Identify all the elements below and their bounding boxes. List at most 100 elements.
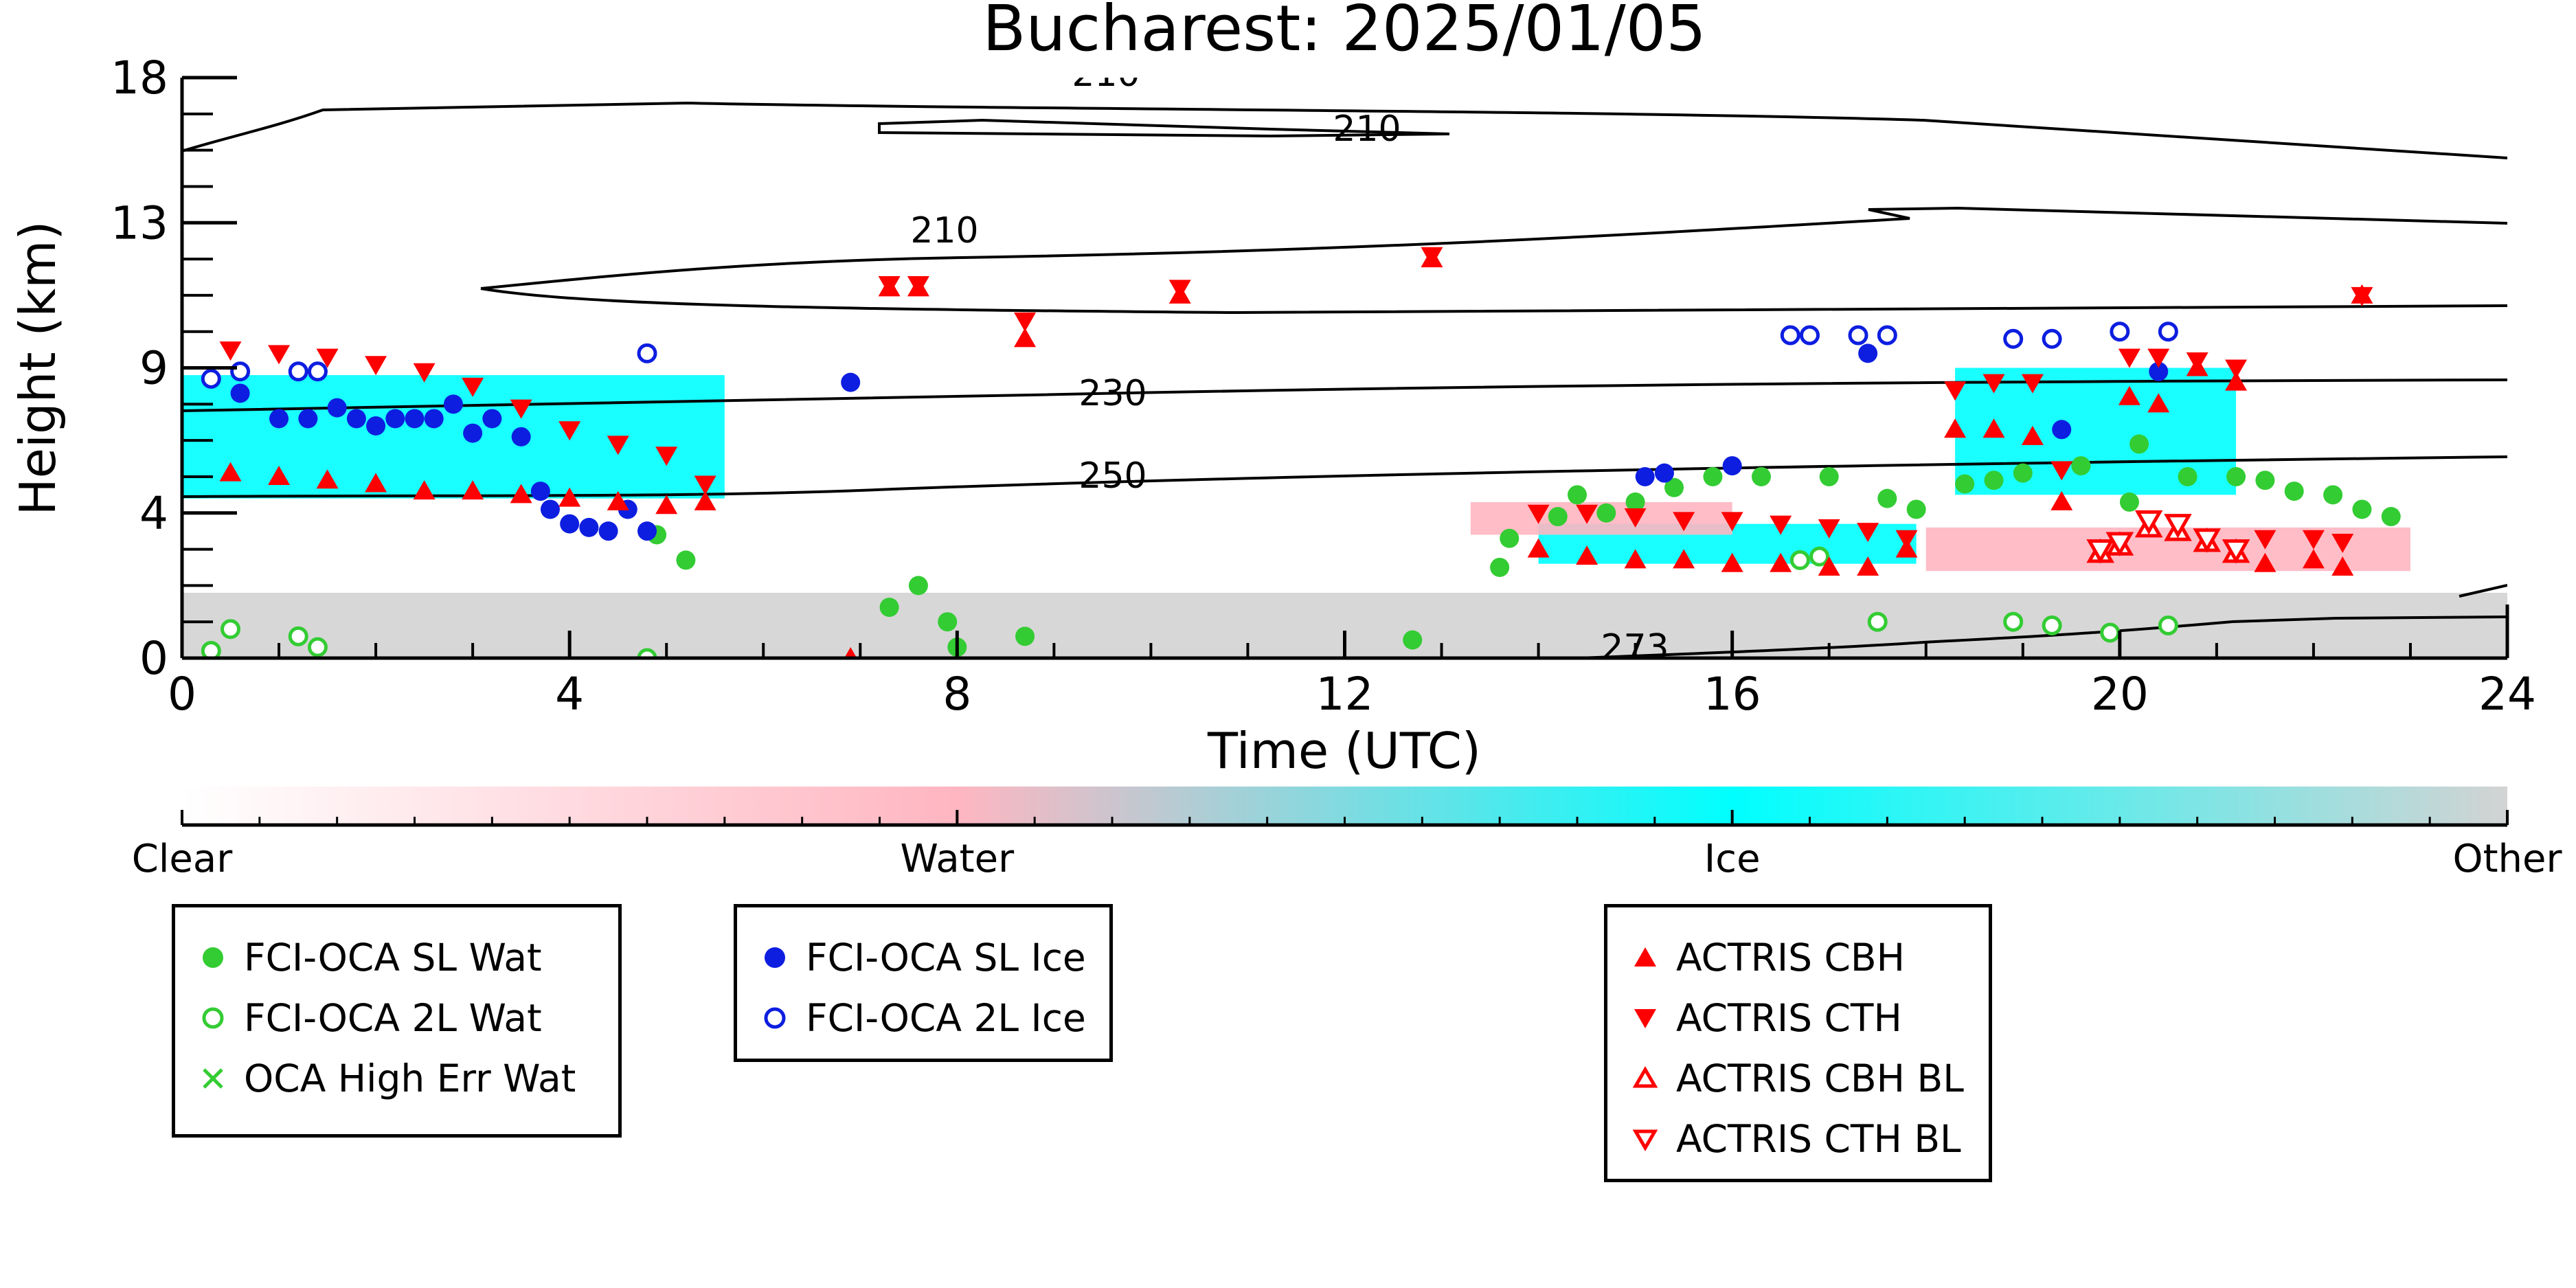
point-fci-oca-2l-wat: [221, 619, 241, 640]
point-actris-cbh: [2147, 393, 2170, 413]
legend-label: FCI-OCA 2L Wat: [244, 996, 542, 1040]
point-actris-cth: [510, 399, 532, 419]
y-tick-label: 18: [111, 52, 168, 104]
point-actris-cth: [878, 276, 901, 296]
contour-line: [182, 455, 2507, 498]
point-actris-cbh: [365, 473, 387, 493]
point-fci-oca-2l-wat: [637, 648, 657, 658]
point-fci-oca-sl-ice: [463, 423, 483, 443]
point-actris-cbh: [2225, 371, 2248, 391]
point-actris-cbh: [1624, 549, 1647, 569]
point-fci-oca-sl-wat: [676, 550, 696, 570]
point-actris-cth: [1421, 247, 1443, 267]
point-fci-oca-2l-ice: [230, 361, 251, 382]
point-fci-oca-sl-ice: [1858, 343, 1878, 363]
point-fci-oca-sl-ice: [1635, 466, 1655, 486]
point-actris-cth: [2021, 374, 2044, 394]
point-actris-cbh: [1576, 545, 1598, 565]
point-actris-cth: [1168, 280, 1191, 300]
point-fci-oca-sl-ice: [579, 517, 599, 537]
point-fci-oca-sl-ice: [841, 372, 861, 392]
point-actris-cth: [2331, 534, 2354, 553]
point-fci-oca-sl-wat: [879, 598, 899, 618]
x-tick-label: 12: [1316, 668, 1374, 721]
point-fci-oca-sl-wat: [1955, 474, 1975, 494]
legend-label: ACTRIS CBH BL: [1676, 1057, 1964, 1100]
legend-label: ACTRIS CTH BL: [1676, 1117, 1961, 1161]
filled-circle-icon: [203, 947, 223, 968]
point-actris-cbh: [607, 490, 629, 510]
y-axis-label: Height (km): [9, 221, 67, 516]
contour-label: 230: [1078, 373, 1146, 414]
point-actris-cbh: [1944, 418, 1967, 438]
point-actris-cbh: [462, 480, 484, 500]
data-points: [201, 247, 2401, 658]
point-fci-oca-sl-ice: [598, 521, 618, 541]
point-fci-oca-2l-ice: [2042, 328, 2062, 349]
point-fci-oca-sl-ice: [1722, 456, 1742, 476]
point-fci-oca-2l-ice: [1780, 325, 1800, 346]
point-actris-cbh: [694, 490, 716, 510]
point-actris-cth: [1818, 519, 1840, 539]
point-fci-oca-sl-wat: [2119, 492, 2139, 512]
point-fci-oca-sl-wat: [1819, 466, 1839, 486]
x-tick-label: 24: [2478, 668, 2536, 721]
point-actris-cbh: [510, 484, 532, 504]
point-fci-oca-sl-ice: [1654, 463, 1674, 483]
point-fci-oca-sl-ice: [269, 409, 289, 429]
point-fci-oca-sl-wat: [1751, 466, 1771, 486]
point-actris-cth: [2118, 348, 2140, 368]
point-fci-oca-sl-wat: [2255, 471, 2275, 490]
point-fci-oca-sl-ice: [482, 409, 502, 429]
point-actris-cbh: [1818, 556, 1840, 576]
colorbar-label: Ice: [1704, 837, 1761, 881]
point-fci-oca-sl-wat: [1984, 471, 2004, 490]
point-actris-cth: [907, 276, 929, 296]
point-fci-oca-sl-wat: [2352, 499, 2372, 519]
point-actris-cth-bl: [2193, 528, 2222, 553]
x-tick-label: 8: [942, 668, 971, 721]
point-actris-cbh: [316, 469, 339, 489]
point-fci-oca-2l-ice: [307, 361, 328, 382]
point-actris-cth-bl: [2105, 532, 2134, 557]
filled-circle-icon: [765, 947, 785, 968]
contour-line: [878, 118, 1450, 138]
x-mark-icon: [203, 1068, 223, 1089]
point-fci-oca-2l-ice: [1848, 325, 1868, 346]
point-actris-cbh: [219, 462, 242, 482]
colorbar-label: Water: [901, 837, 1015, 881]
point-fci-oca-2l-wat: [201, 640, 221, 658]
point-fci-oca-2l-wat: [2158, 615, 2178, 635]
point-fci-oca-2l-ice: [2003, 328, 2024, 349]
point-actris-cbh: [1721, 552, 1743, 572]
point-fci-oca-2l-wat: [1789, 550, 1810, 570]
legend-item-actris-cbh: ACTRIS CBH: [1621, 934, 1905, 982]
point-fci-oca-sl-ice: [540, 499, 560, 519]
point-fci-oca-2l-ice: [1877, 325, 1897, 346]
point-fci-oca-2l-wat: [2003, 611, 2024, 632]
point-actris-cbh: [2118, 385, 2140, 405]
x-tick-label: 4: [555, 668, 584, 721]
point-fci-oca-sl-wat: [2381, 507, 2401, 527]
point-actris-cth: [694, 475, 716, 495]
point-fci-oca-sl-ice: [2052, 420, 2072, 440]
cloud-region-ice: [182, 375, 725, 499]
point-fci-oca-sl-wat: [1403, 630, 1423, 650]
point-fci-oca-sl-wat: [2284, 482, 2304, 501]
point-actris-cth: [268, 345, 291, 365]
point-actris-cbh: [1527, 538, 1550, 558]
open-circle-icon: [202, 1007, 224, 1029]
point-fci-oca-2l-wat: [1867, 611, 1888, 632]
point-actris-cbh: [844, 647, 857, 658]
point-actris-cth: [607, 436, 629, 455]
legend-label: OCA High Err Wat: [244, 1057, 576, 1100]
point-actris-cth-bl: [2222, 539, 2250, 564]
point-actris-cbh: [2050, 490, 2073, 510]
point-actris-cbh: [655, 495, 678, 515]
point-fci-oca-2l-ice: [637, 343, 657, 363]
point-actris-cth-bl: [2134, 510, 2163, 535]
point-fci-oca-sl-ice: [346, 409, 366, 429]
point-fci-oca-sl-ice: [327, 398, 347, 418]
point-fci-oca-2l-ice: [288, 361, 308, 382]
point-actris-cth: [1857, 523, 1879, 543]
